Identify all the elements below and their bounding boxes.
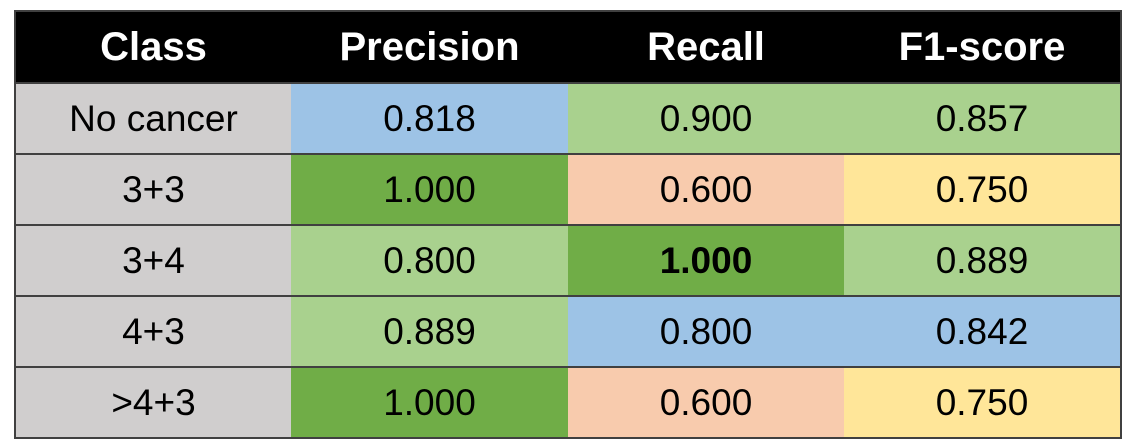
table-row: 4+3 0.889 0.800 0.842 bbox=[15, 295, 1121, 367]
table-header-row: Class Precision Recall F1-score bbox=[15, 11, 1121, 83]
metric-value: 0.889 bbox=[383, 310, 476, 352]
metric-cell: 0.600 bbox=[568, 366, 844, 438]
metric-value: 1.000 bbox=[383, 381, 476, 423]
metric-value: 0.900 bbox=[659, 97, 753, 139]
metric-value: 0.857 bbox=[935, 97, 1029, 139]
metric-cell: 0.842 bbox=[844, 295, 1121, 367]
table-row: No cancer 0.818 0.900 0.857 bbox=[15, 82, 1121, 154]
metric-cell: 0.800 bbox=[568, 295, 844, 367]
metric-cell: 1.000 bbox=[568, 224, 844, 296]
table-row: 3+4 0.800 1.000 0.889 bbox=[15, 224, 1121, 296]
table-row: >4+3 1.000 0.600 0.750 bbox=[15, 366, 1121, 438]
metric-cell: 0.889 bbox=[291, 295, 568, 367]
column-header-precision: Precision bbox=[291, 11, 568, 83]
classification-metrics-table-wrap: Class Precision Recall F1-score No cance… bbox=[14, 10, 1122, 439]
metric-cell: 0.750 bbox=[844, 366, 1121, 438]
metric-value: 0.842 bbox=[935, 310, 1029, 352]
metric-cell: 0.857 bbox=[844, 82, 1121, 154]
metric-cell: 0.900 bbox=[568, 82, 844, 154]
metric-value: 0.750 bbox=[935, 381, 1029, 423]
metric-value: 0.800 bbox=[383, 239, 476, 281]
metric-cell: 0.818 bbox=[291, 82, 568, 154]
class-cell: 4+3 bbox=[15, 295, 291, 367]
metric-value: 0.600 bbox=[659, 168, 753, 210]
metric-value: 0.800 bbox=[659, 310, 753, 352]
class-cell: 3+3 bbox=[15, 153, 291, 225]
metric-cell: 1.000 bbox=[291, 366, 568, 438]
column-header-f1-score: F1-score bbox=[844, 11, 1121, 83]
metric-cell: 0.750 bbox=[844, 153, 1121, 225]
column-header-recall: Recall bbox=[568, 11, 844, 83]
class-cell: >4+3 bbox=[15, 366, 291, 438]
metric-value: 1.000 bbox=[383, 168, 476, 210]
class-cell: 3+4 bbox=[15, 224, 291, 296]
metric-value: 0.889 bbox=[935, 239, 1029, 281]
metric-cell: 0.889 bbox=[844, 224, 1121, 296]
metric-cell: 1.000 bbox=[291, 153, 568, 225]
metric-cell: 0.800 bbox=[291, 224, 568, 296]
classification-metrics-table: Class Precision Recall F1-score No cance… bbox=[14, 10, 1122, 439]
metric-cell: 0.600 bbox=[568, 153, 844, 225]
metric-value: 0.818 bbox=[383, 97, 476, 139]
metric-value: 0.600 bbox=[659, 381, 753, 423]
metric-value: 1.000 bbox=[659, 239, 753, 281]
class-cell: No cancer bbox=[15, 82, 291, 154]
column-header-class: Class bbox=[15, 11, 291, 83]
metric-value: 0.750 bbox=[935, 168, 1029, 210]
table-row: 3+3 1.000 0.600 0.750 bbox=[15, 153, 1121, 225]
